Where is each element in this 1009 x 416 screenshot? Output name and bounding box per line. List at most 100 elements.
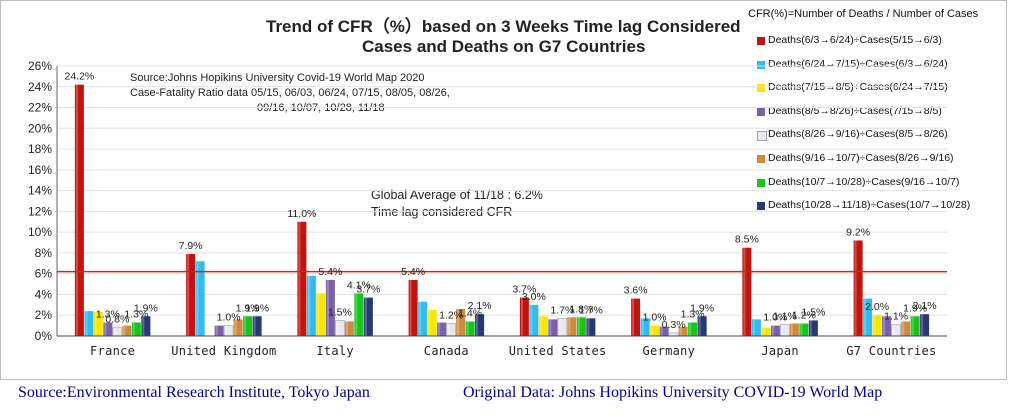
bar [252,316,262,336]
bar [882,316,892,336]
bar-highlight [447,323,450,336]
legend-swatch [757,60,765,69]
bar-highlight [809,320,812,336]
bar [576,317,586,336]
y-tick-label: 8% [35,246,53,260]
x-category-label: Germany [643,344,696,358]
bar-highlight [466,321,469,336]
bar [789,323,799,336]
bar-highlight [132,322,135,336]
data-label: 1.7% [579,304,603,316]
data-label: 8.5% [735,234,759,246]
bar [799,323,809,336]
bar [243,316,253,336]
bar-highlight [549,319,552,336]
bar-highlight [476,314,479,336]
bar-highlight [438,322,441,336]
bar-highlight [587,318,590,336]
data-label: 3.7% [356,284,380,296]
bar-highlight [530,304,533,336]
bar-highlight [345,321,348,336]
bar [186,253,196,336]
bar [325,279,335,336]
legend-label: Deaths(9/16→10/7)÷Cases(8/26→9/16) [768,152,954,164]
data-label: 1.3% [681,309,705,321]
bar-highlight [85,311,88,336]
y-tick-label: 16% [28,163,52,177]
bar-highlight [921,314,924,336]
chart-title-line2: Cases and Deaths on G7 Countries [362,37,646,56]
bar-highlight [234,319,237,336]
bar [437,322,447,336]
legend-label: Deaths(6/24→7/15)÷Cases(6/3→6/24) [768,57,948,70]
data-label: 11.0% [287,208,316,220]
y-tick-label: 24% [28,80,52,94]
data-label: 1.0% [217,312,241,324]
bar-highlight [196,261,199,336]
bar [519,297,529,336]
data-label: 1.5% [328,306,352,318]
x-category-label: United Kingdom [171,344,276,358]
legend-item: Deaths(6/24→7/15)÷Cases(6/3→6/24) [757,57,948,70]
bar-highlight [651,325,654,336]
bar-highlight [104,322,107,336]
bar-highlight [864,298,867,336]
bar [770,325,780,336]
data-label: 24.2% [64,71,94,83]
bar-highlight [457,309,460,336]
bar [465,321,475,336]
data-label: 1.8% [569,303,593,315]
bar-highlight [577,317,580,336]
bar [84,311,94,336]
bar-highlight [307,275,310,336]
reference-line-label-line2: Time lag considered CFR [371,205,513,219]
data-label: 1.1% [773,311,797,323]
bars [74,84,930,337]
y-tick-label: 6% [35,267,53,281]
y-tick-label: 2% [35,308,53,322]
bar-highlight [752,319,755,336]
bar-highlight [326,279,329,336]
legend-swatch [757,178,765,187]
data-label: 2.1% [913,300,937,312]
legend-item: Deaths(6/3→6/24)÷Cases(5/15→6/3) [757,34,942,46]
bar-highlight [762,327,765,336]
bar [122,325,132,336]
bar-highlight [419,301,422,336]
data-label: 3.0% [522,291,546,303]
bar [688,322,698,336]
bar-highlight [123,325,126,336]
bar-highlight [800,323,803,336]
source-note-line2: Case-Fatality Ratio data 05/15, 06/03, 0… [130,87,450,99]
legend-swatch [757,155,765,163]
data-label: 5.4% [318,266,342,278]
data-label: 3.7% [512,284,536,296]
data-label: 7.9% [179,240,203,252]
source-note: Source:Johns Hopikins University Covid-1… [130,71,450,116]
legend-swatch [757,107,765,116]
data-label: 1.1% [884,311,908,323]
bar [872,315,882,336]
bar-highlight [790,323,793,336]
bar [650,325,660,336]
bar [297,221,307,336]
y-tick-label: 26% [28,59,52,73]
y-tick-label: 12% [28,204,52,218]
legend-title: CFR(%)=Number of Deaths / Number of Case… [748,8,979,20]
data-label: 1.5% [801,306,825,318]
bar-highlight [902,321,905,336]
bar [103,322,113,336]
bar [475,314,485,336]
bar-highlight [539,316,542,336]
bar [920,314,930,336]
bar-highlight [670,332,673,336]
reference-line-label: Global Average of 11/18 : 6.2% Time lag … [371,187,543,221]
bar [131,322,141,336]
data-label: 0.8% [105,314,129,326]
bar [538,316,548,336]
legend-swatch [757,37,765,45]
bar [214,325,224,336]
bar-highlight [698,316,701,336]
bar-highlight [225,325,228,336]
data-label: 5.4% [401,266,425,278]
